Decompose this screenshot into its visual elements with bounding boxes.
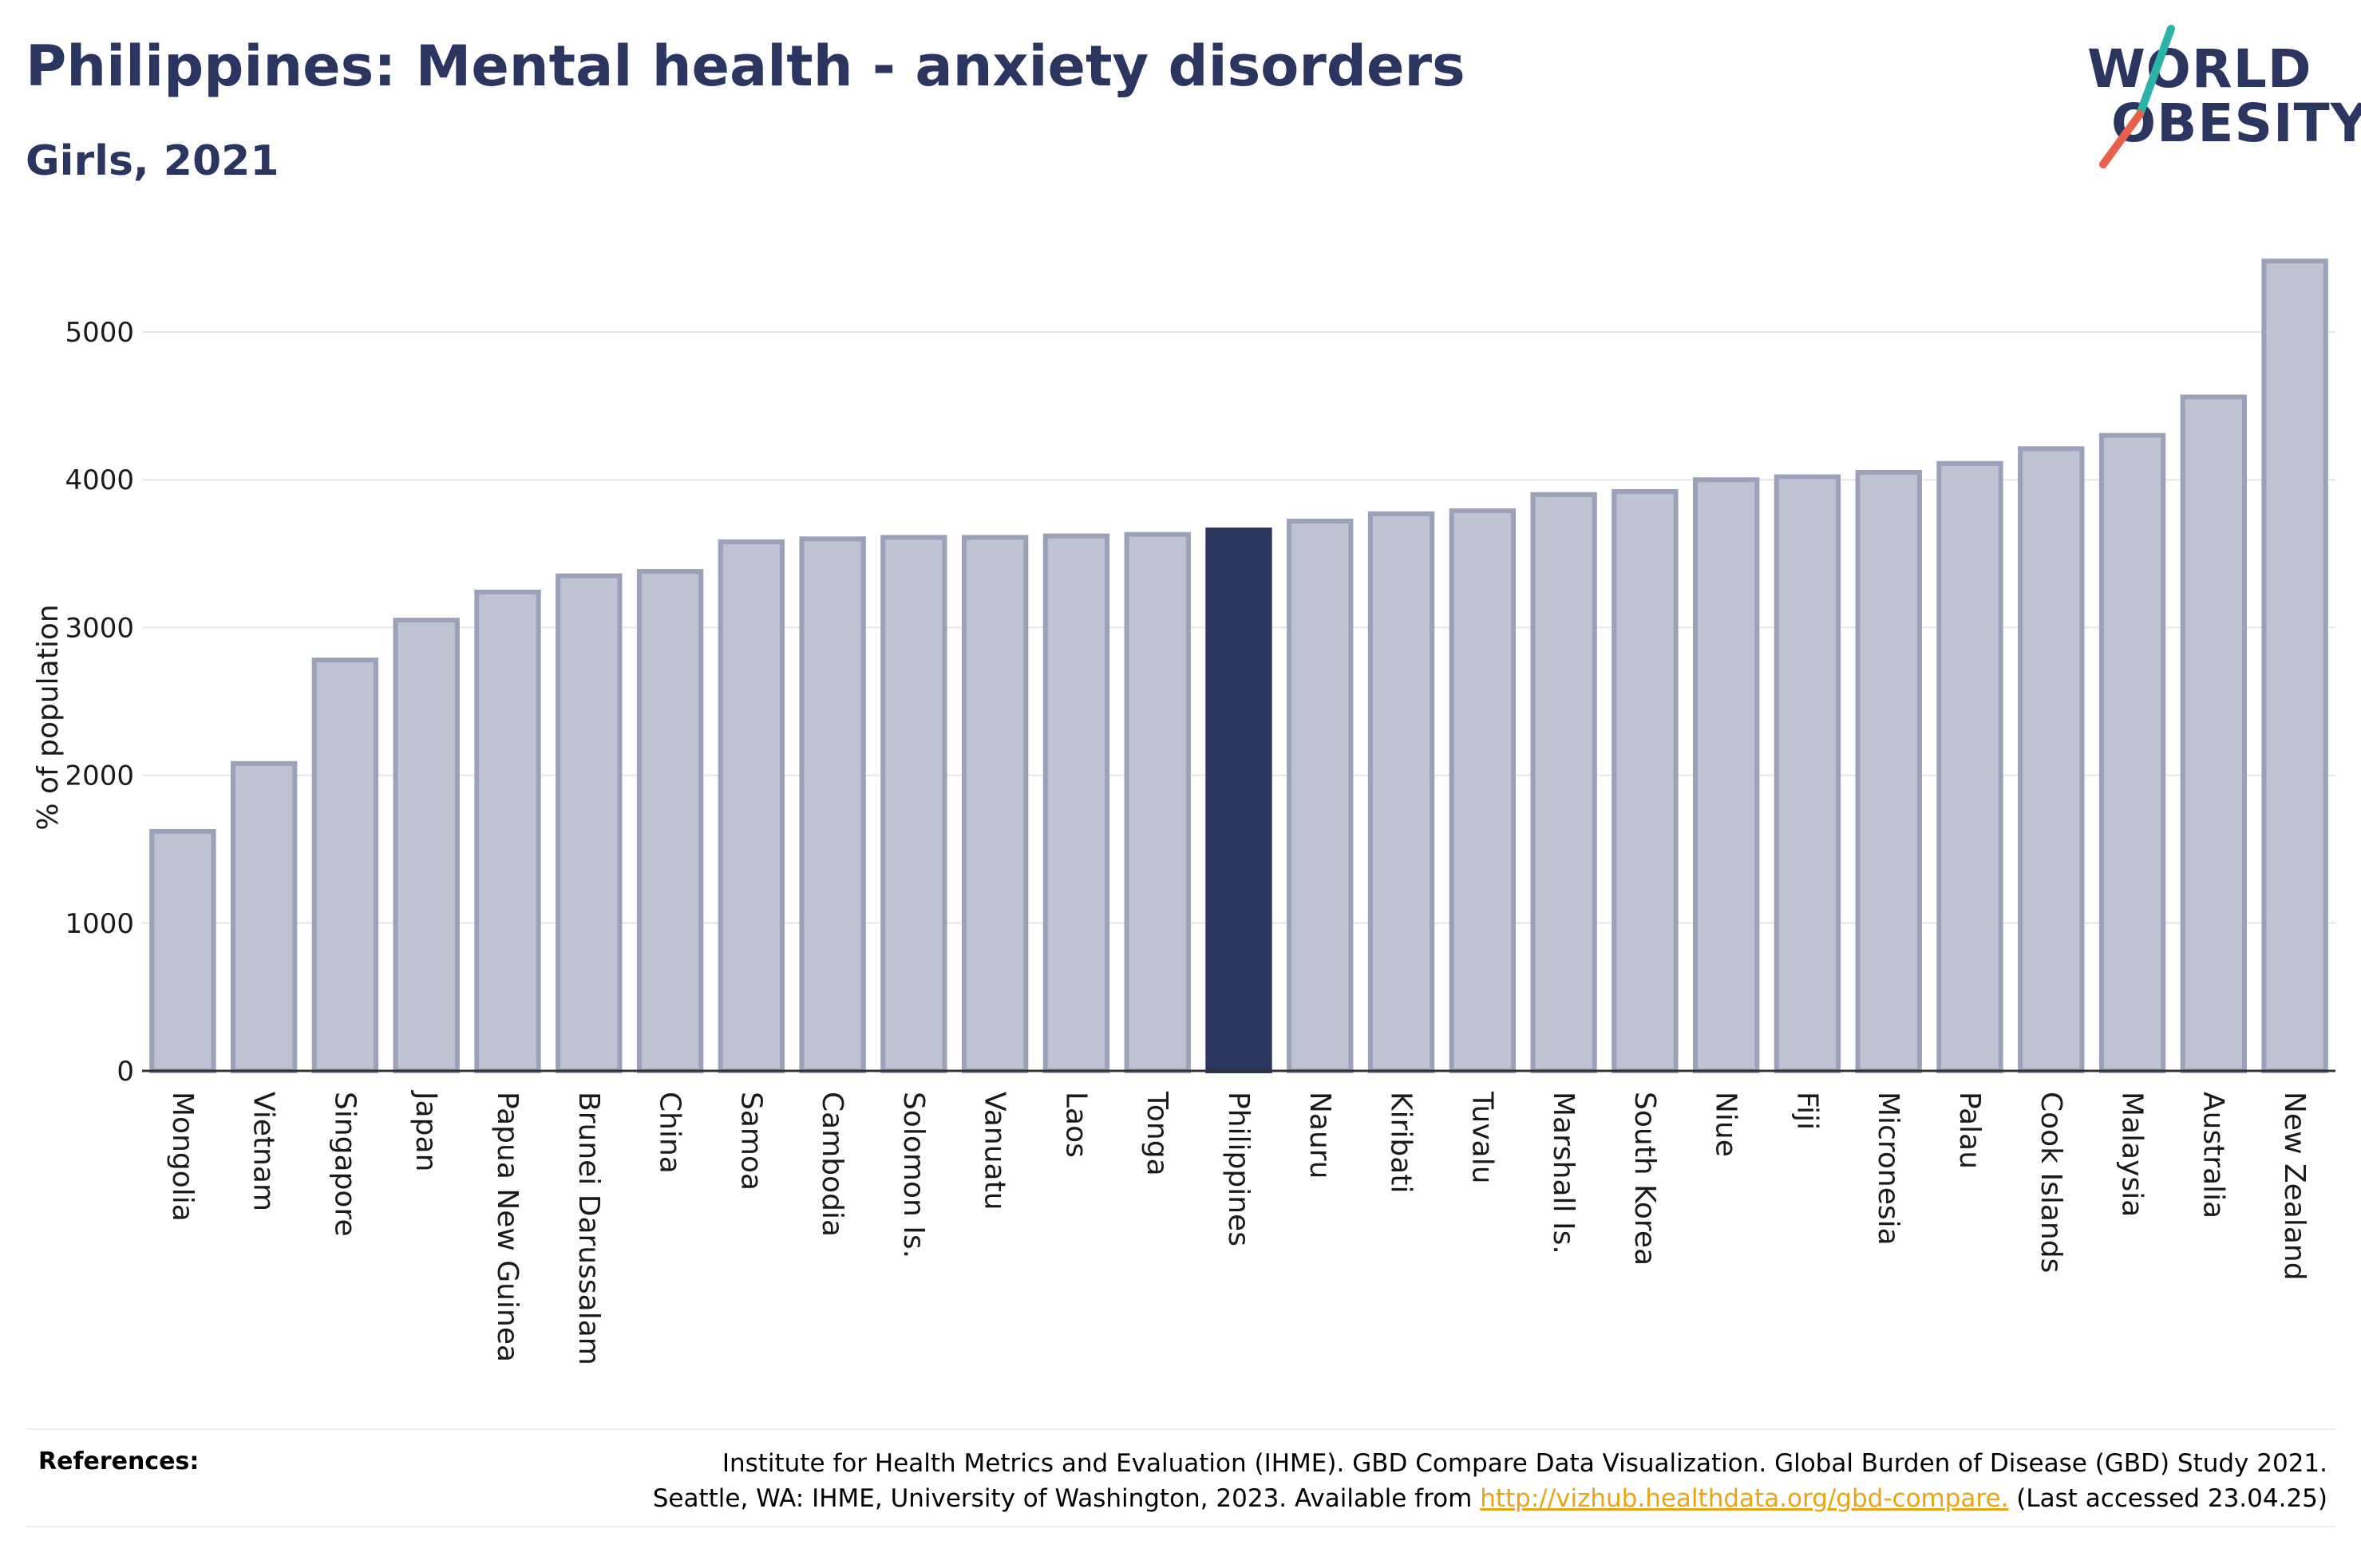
y-tick-label: 0 — [117, 1056, 134, 1088]
bar-highlighted — [1205, 527, 1272, 1073]
bar — [1855, 469, 1922, 1073]
x-tick-label: Nauru — [1303, 1092, 1336, 1179]
x-tick-label: Cook Islands — [2035, 1092, 2067, 1273]
x-tick-label: Samoa — [734, 1092, 767, 1191]
x-tick-label: Micronesia — [1872, 1092, 1904, 1246]
reference-line-2-suffix: (Last accessed 23.04.25) — [2008, 1484, 2327, 1513]
bar — [718, 539, 785, 1073]
x-tick-label: Vanuatu — [979, 1092, 1011, 1211]
bar — [1612, 489, 1679, 1073]
bar — [2261, 259, 2328, 1073]
bar — [2018, 446, 2085, 1073]
axes: 0 1000 2000 3000 4000 5000 Mongolia Vietnam Sing… — [65, 317, 2335, 1365]
bar — [1124, 531, 1191, 1073]
x-tick-label: Vietnam — [247, 1092, 280, 1211]
x-tick-label: Laos — [1059, 1092, 1092, 1158]
bar — [2180, 394, 2248, 1074]
y-tick-label: 5000 — [65, 317, 134, 349]
bar — [1449, 508, 1517, 1073]
y-tick-label: 1000 — [65, 908, 134, 940]
reference-line-1: Institute for Health Metrics and Evaluat… — [722, 1449, 2327, 1478]
x-tick-label: Niue — [1710, 1092, 1742, 1157]
x-tick-label: Brunei Darussalam — [572, 1092, 605, 1365]
logo-line-2: OBESITY — [2111, 93, 2361, 154]
references-bottom-divider — [26, 1526, 2335, 1527]
bar — [1287, 519, 1354, 1073]
x-tick-label: Philippines — [1222, 1092, 1255, 1246]
bar — [393, 618, 460, 1073]
references-label: References: — [38, 1448, 200, 1475]
x-tick-label: Tonga — [1141, 1091, 1173, 1176]
bar — [556, 573, 623, 1073]
x-tick-label: Marshall Is. — [1547, 1092, 1580, 1254]
bar — [799, 536, 866, 1073]
bar — [636, 569, 704, 1073]
x-tick-label: South Korea — [1628, 1092, 1661, 1266]
x-tick-label: Tuvalu — [1465, 1091, 1498, 1184]
logo-line-1: WORLD — [2087, 38, 2312, 100]
y-tick-label: 2000 — [65, 760, 134, 792]
bar — [149, 828, 216, 1073]
bar — [474, 589, 541, 1073]
bar — [230, 760, 298, 1073]
bar — [961, 535, 1029, 1073]
bar — [1530, 492, 1597, 1073]
x-tick-label: Cambodia — [816, 1092, 848, 1237]
x-tick-label: Singapore — [328, 1092, 361, 1237]
x-tick-label: Kiribati — [1385, 1092, 1418, 1193]
logo-slash-icon — [2099, 25, 2175, 168]
x-tick-label: Australia — [2197, 1092, 2229, 1218]
bars — [149, 259, 2328, 1074]
x-tick-label: Mongolia — [166, 1092, 199, 1222]
chart-subtitle: Girls, 2021 — [26, 137, 279, 185]
bar — [311, 658, 379, 1073]
reference-line-2: Seattle, WA: IHME, University of Washing… — [571, 1481, 2327, 1516]
x-tick-label: Solomon Is. — [897, 1092, 930, 1258]
world-obesity-logo: WORLD OBESITY — [2079, 22, 2361, 170]
bar — [1367, 511, 1435, 1073]
references-top-divider — [26, 1428, 2335, 1430]
x-tick-label: Japan — [409, 1090, 442, 1171]
reference-line-2-prefix: Seattle, WA: IHME, University of Washing… — [652, 1484, 1481, 1513]
bar — [2098, 432, 2166, 1073]
bar — [1936, 460, 2003, 1073]
y-axis-label: % of population — [32, 604, 65, 830]
bar — [1774, 474, 1841, 1073]
x-tick-label: Papua New Guinea — [491, 1092, 524, 1362]
reference-link[interactable]: http://vizhub.healthdata.org/gbd-compare… — [1480, 1484, 2009, 1513]
bar — [880, 535, 947, 1073]
bar — [1692, 477, 1760, 1073]
x-tick-label: Malaysia — [2116, 1092, 2149, 1217]
x-tick-label: China — [654, 1092, 686, 1174]
chart-title: Philippines: Mental health - anxiety dis… — [26, 34, 1465, 99]
x-tick-label: New Zealand — [2278, 1092, 2311, 1281]
y-tick-label: 4000 — [65, 464, 134, 496]
bar — [1042, 533, 1110, 1073]
x-tick-label: Fiji — [1790, 1092, 1823, 1130]
bar-chart: 0 1000 2000 3000 4000 5000 Mongolia Vietnam Sing… — [32, 259, 2335, 1365]
references-text: Institute for Health Metrics and Evaluat… — [571, 1446, 2327, 1516]
x-tick-label: Palau — [1953, 1092, 1986, 1169]
y-tick-label: 3000 — [65, 612, 134, 644]
